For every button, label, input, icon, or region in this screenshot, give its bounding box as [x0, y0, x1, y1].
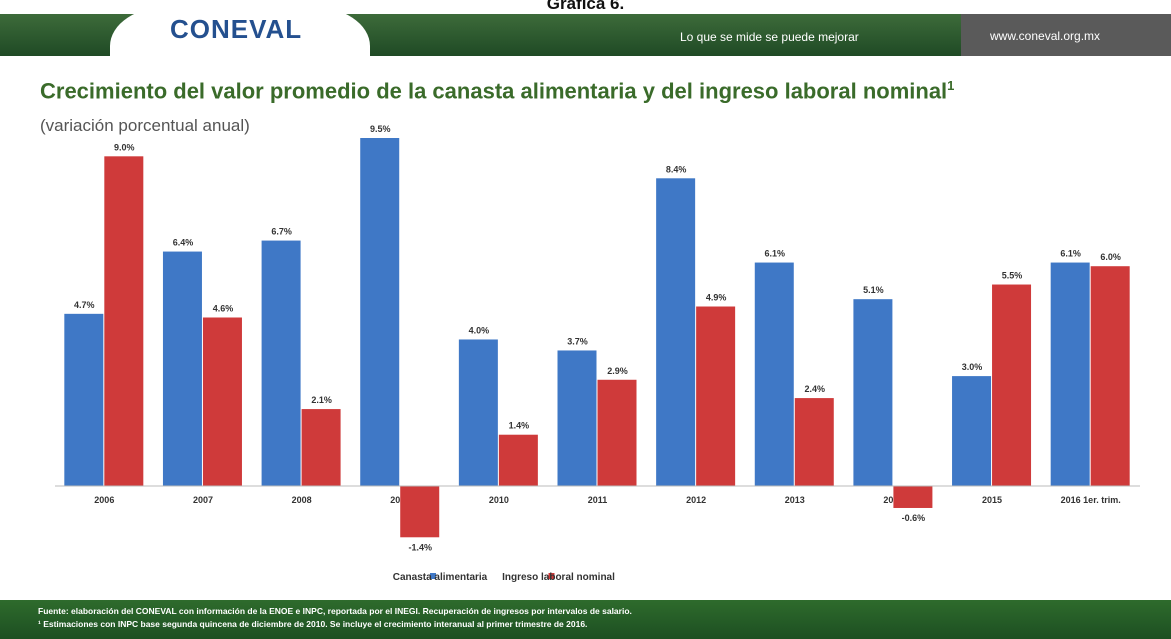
slogan: Lo que se mide se puede mejorar — [680, 30, 859, 44]
value-label: 4.7% — [74, 300, 95, 310]
value-label: 6.4% — [173, 238, 194, 248]
chart-subtitle: (variación porcentual anual) — [40, 116, 250, 135]
bar — [64, 313, 104, 486]
bar — [754, 262, 794, 486]
bar — [498, 434, 538, 486]
value-label: 2.9% — [607, 366, 628, 376]
bar — [261, 240, 301, 486]
legend-swatch — [430, 573, 436, 579]
value-label: 5.1% — [863, 285, 884, 295]
bar — [104, 156, 144, 486]
legend-swatch — [548, 573, 555, 579]
bar — [1090, 266, 1130, 486]
value-label: 2.4% — [805, 384, 826, 394]
bar — [360, 138, 400, 486]
bar — [557, 350, 597, 486]
bar — [992, 284, 1032, 486]
legend-label: Ingreso laboral nominal — [502, 572, 615, 583]
bar — [952, 376, 992, 486]
value-label: 3.0% — [962, 362, 983, 372]
value-label: 9.5% — [370, 124, 391, 134]
value-label: 5.5% — [1002, 271, 1023, 281]
value-label: -0.6% — [902, 513, 926, 523]
x-tick-label: 2015 — [982, 495, 1002, 505]
value-label: 1.4% — [509, 421, 530, 431]
x-tick-label: 2013 — [785, 495, 805, 505]
value-label: 4.0% — [469, 325, 490, 335]
value-label: 6.1% — [1060, 249, 1081, 259]
x-tick-label: 2006 — [94, 495, 114, 505]
x-tick-label: 2007 — [193, 495, 213, 505]
footer-note: ¹ Estimaciones con INPC base segunda qui… — [38, 619, 588, 629]
footer-source: Fuente: elaboración del CONEVAL con info… — [38, 606, 632, 616]
x-tick-label: 2010 — [489, 495, 509, 505]
value-label: 4.9% — [706, 293, 727, 303]
bar — [458, 339, 498, 486]
value-label: 3.7% — [567, 336, 588, 346]
bar — [597, 379, 637, 486]
title-note: 1 — [947, 78, 955, 93]
value-label: 6.7% — [271, 227, 292, 237]
bar — [893, 486, 933, 508]
title-text: Crecimiento del valor promedio de la can… — [40, 78, 948, 104]
x-tick-label: 2016 1er. trim. — [1061, 495, 1121, 505]
bar — [696, 306, 736, 486]
caption: Gráfica 6. — [546, 0, 625, 13]
bar — [202, 317, 242, 486]
bar — [400, 486, 440, 538]
chart-title: Crecimiento del valor promedio de la can… — [40, 76, 1090, 104]
bar — [656, 178, 696, 486]
bar — [794, 398, 834, 486]
footer: Fuente: elaboración del CONEVAL con info… — [0, 600, 1171, 639]
legend-label: Canasta alimentaria — [393, 572, 488, 583]
value-label: 9.0% — [114, 142, 135, 152]
logo: CONEVAL — [170, 14, 303, 44]
bar — [853, 299, 893, 486]
value-label: 4.6% — [213, 303, 234, 313]
x-tick-label: 2008 — [292, 495, 312, 505]
value-label: 2.1% — [311, 395, 332, 405]
header-band-right — [961, 14, 1171, 56]
bar — [1050, 262, 1090, 486]
logo-tab — [110, 6, 370, 60]
url: www.coneval.org.mx — [990, 29, 1101, 43]
value-label: 8.4% — [666, 164, 687, 174]
bar — [301, 409, 341, 486]
value-label: 6.1% — [765, 249, 786, 259]
bar — [162, 251, 202, 486]
chart: 20064.7%9.0%20076.4%4.6%20086.7%2.1%2009… — [55, 124, 1140, 583]
x-tick-label: 2011 — [588, 495, 608, 505]
value-label: 6.0% — [1100, 252, 1121, 262]
x-tick-label: 2012 — [686, 495, 706, 505]
value-label: -1.4% — [408, 542, 432, 552]
